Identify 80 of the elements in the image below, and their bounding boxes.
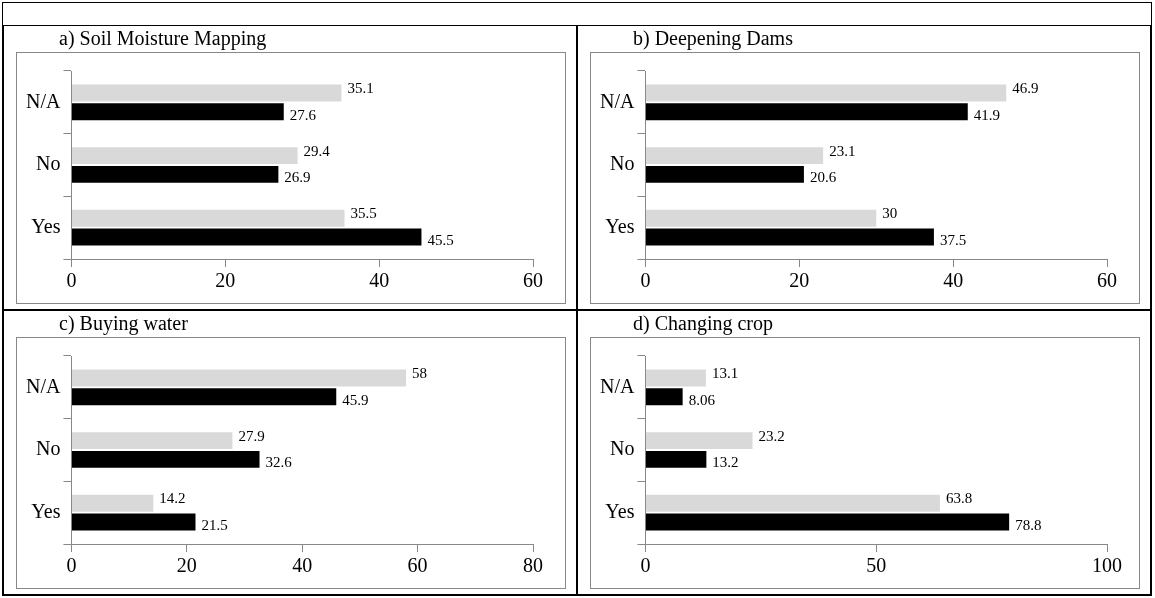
- x-tick-label: 40: [292, 554, 313, 577]
- bar: [645, 432, 753, 450]
- bar: [71, 513, 196, 531]
- bar: [71, 165, 279, 183]
- bar: [71, 228, 422, 246]
- bar: [71, 147, 298, 165]
- data-label: 23.1: [829, 142, 856, 159]
- y-tick-label: No: [35, 437, 61, 460]
- data-label: 46.9: [1012, 79, 1039, 96]
- chart-title: c) Buying water: [59, 311, 188, 335]
- data-label: 45.5: [427, 232, 454, 248]
- bar: [645, 450, 707, 468]
- x-tick-label: 40: [943, 269, 964, 292]
- data-label: 21.5: [201, 517, 228, 533]
- data-label: 37.5: [939, 232, 967, 248]
- y-tick-label: N/A: [25, 89, 61, 112]
- data-label: 14.2: [159, 490, 186, 507]
- data-label: 26.9: [284, 169, 311, 186]
- x-tick-label: 60: [1097, 269, 1117, 292]
- data-label: 32.6: [265, 454, 293, 471]
- data-label: 29.4: [303, 142, 331, 159]
- bar: [71, 494, 154, 512]
- bar: [645, 369, 706, 387]
- y-tick-label: Yes: [605, 499, 635, 522]
- data-label: 27.6: [289, 106, 317, 123]
- data-label: 78.8: [1015, 517, 1042, 533]
- bar: [71, 103, 284, 121]
- chart-title: d) Changing crop: [633, 311, 773, 335]
- y-tick-label: No: [609, 437, 635, 460]
- x-tick-label: 20: [176, 554, 197, 577]
- bar: [71, 432, 233, 450]
- bar: [645, 513, 1010, 531]
- y-tick-label: N/A: [599, 374, 635, 397]
- bar: [71, 450, 260, 468]
- bar: [645, 84, 1007, 102]
- x-tick-label: 0: [66, 554, 77, 577]
- data-label: 41.9: [973, 106, 1001, 123]
- x-tick-label: 100: [1092, 554, 1122, 577]
- data-label: 27.9: [238, 427, 265, 444]
- bar: [71, 369, 407, 387]
- data-label: 13.1: [711, 364, 739, 381]
- data-label: 35.5: [350, 205, 377, 222]
- bar: [645, 103, 968, 121]
- data-label: 35.1: [347, 79, 374, 96]
- x-tick-label: 0: [66, 269, 77, 292]
- x-tick-label: 40: [369, 269, 390, 292]
- y-tick-label: Yes: [31, 499, 61, 522]
- bar: [645, 388, 683, 406]
- y-tick-label: No: [35, 152, 61, 175]
- x-tick-label: 80: [523, 554, 543, 577]
- data-label: 45.9: [342, 391, 369, 408]
- x-tick-label: 20: [215, 269, 236, 292]
- bar: [71, 388, 337, 406]
- bar: [645, 147, 824, 165]
- bar: [71, 84, 342, 102]
- data-label: 23.2: [758, 427, 785, 444]
- y-tick-label: N/A: [599, 89, 635, 112]
- data-label: 20.6: [809, 169, 837, 186]
- y-tick-label: N/A: [25, 374, 61, 397]
- x-tick-label: 60: [407, 554, 428, 577]
- bar: [645, 494, 940, 512]
- x-tick-label: 0: [640, 554, 651, 577]
- bar: [645, 228, 934, 246]
- x-tick-label: 60: [523, 269, 543, 292]
- data-label: 58: [412, 364, 428, 381]
- data-label: 8.06: [688, 391, 716, 408]
- y-tick-label: No: [609, 152, 635, 175]
- chart-title: a) Soil Moisture Mapping: [59, 26, 267, 50]
- x-tick-label: 20: [789, 269, 810, 292]
- data-label: 30: [882, 205, 898, 222]
- chart-title: b) Deepening Dams: [633, 26, 793, 50]
- bar: [645, 165, 804, 183]
- data-label: 63.8: [945, 490, 973, 507]
- y-tick-label: Yes: [605, 214, 635, 237]
- data-label: 13.2: [712, 454, 739, 471]
- x-tick-label: 0: [640, 269, 651, 292]
- bar: [645, 209, 877, 227]
- y-tick-label: Yes: [31, 214, 61, 237]
- bar: [71, 209, 345, 227]
- x-tick-label: 50: [866, 554, 887, 577]
